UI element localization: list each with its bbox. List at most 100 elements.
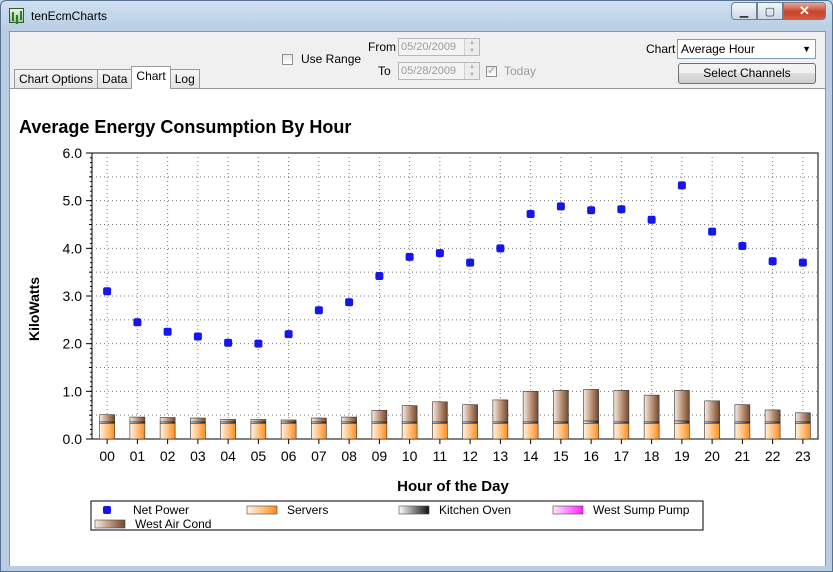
maximize-button[interactable]: ▢ [757, 2, 783, 20]
today-checkbox[interactable] [486, 64, 497, 77]
bar-west-air-cond [462, 404, 478, 423]
bar-servers [522, 422, 539, 440]
x-tick-label: 16 [583, 448, 599, 464]
from-spinner[interactable]: ▲ ▼ [464, 39, 479, 55]
bar-servers [250, 422, 267, 440]
use-range-label: Use Range [301, 52, 362, 66]
tab-chart[interactable]: Chart [131, 66, 171, 89]
bar-west-air-cond [674, 390, 690, 422]
title-bar[interactable]: tenEcmCharts ▁ ▢ ✕ [1, 1, 832, 31]
point-net-power [526, 210, 535, 219]
x-tick-label: 23 [795, 448, 811, 464]
legend-swatch-servers [246, 505, 278, 515]
x-tick-label: 15 [553, 448, 569, 464]
bar-servers [734, 422, 751, 440]
bar-servers [129, 422, 146, 440]
chart-app-icon [9, 8, 24, 23]
bar-servers [220, 422, 236, 440]
plot-area: 0.0 1.0 2.0 3.0 4.0 5.0 6.0 00 01 02 03 04 05 06 07 08 0… [63, 145, 819, 464]
point-net-power [768, 257, 777, 266]
y-tick-label: 1.0 [63, 383, 83, 399]
bar-west-air-cond [99, 414, 115, 423]
bar-servers [311, 422, 327, 440]
chevron-down-icon: ▼ [802, 44, 811, 54]
spin-down-icon: ▼ [469, 72, 475, 78]
point-net-power [435, 249, 444, 258]
point-net-power [314, 306, 323, 315]
legend-swatch-west-air-cond [94, 519, 126, 529]
x-tick-label: 10 [402, 448, 418, 464]
chart-tab-panel: Average Energy Consumption By Hour 0.0 1.… [10, 88, 825, 566]
bar-servers [371, 422, 388, 440]
point-net-power [405, 252, 414, 261]
legend-label: Net Power [133, 503, 189, 517]
x-tick-label: 13 [493, 448, 509, 464]
legend-label: Kitchen Oven [439, 503, 511, 517]
point-net-power [284, 330, 293, 339]
bar-west-air-cond [553, 390, 569, 423]
point-net-power [345, 298, 354, 307]
chart-type-dropdown[interactable]: Average Hour ▼ [677, 39, 816, 59]
bar-west-air-cond [401, 405, 418, 423]
bar-west-air-cond [764, 409, 781, 423]
bar-kitchen-oven [583, 420, 599, 424]
x-tick-label: 11 [433, 448, 448, 464]
bar-west-air-cond [311, 417, 327, 423]
bar-west-air-cond [129, 416, 146, 423]
bar-servers [583, 422, 599, 440]
bar-servers [764, 422, 781, 440]
point-net-power [647, 215, 656, 224]
tab-chart-options[interactable]: Chart Options [14, 69, 99, 89]
bar-servers [341, 422, 357, 440]
window-title: tenEcmCharts [31, 9, 108, 23]
point-net-power [254, 339, 263, 348]
tab-data[interactable]: Data [97, 69, 133, 89]
x-tick-label: 00 [99, 448, 115, 464]
point-net-power [133, 318, 142, 327]
to-date-input[interactable]: 05/28/2009 ▲ ▼ [398, 62, 480, 80]
maximize-icon: ▢ [764, 5, 776, 18]
tab-strip: Chart Options Data Chart Log [14, 66, 200, 89]
from-date-input[interactable]: 05/20/2009 ▲ ▼ [398, 38, 480, 56]
point-net-power [224, 338, 233, 347]
chart-type-value: Average Hour [681, 42, 755, 56]
from-date-value: 05/20/2009 [401, 41, 457, 53]
bar-west-air-cond [583, 389, 599, 422]
bar-west-air-cond [371, 410, 388, 423]
point-net-power [103, 287, 112, 296]
to-spinner[interactable]: ▲ ▼ [464, 63, 479, 79]
minimize-button[interactable]: ▁ [731, 2, 757, 20]
y-tick-label: 5.0 [63, 193, 83, 209]
bar-servers [674, 422, 690, 440]
x-tick-label: 09 [372, 448, 388, 464]
close-icon: ✕ [799, 3, 810, 18]
chart-select-label: Chart [646, 42, 676, 56]
chart-legend: Net Power Servers Kitchen Oven West Sump Pu… [90, 500, 704, 531]
bar-west-air-cond [432, 401, 448, 423]
y-axis-label: KiloWatts [26, 277, 42, 341]
select-channels-button[interactable]: Select Channels [678, 63, 816, 84]
bar-servers [553, 422, 569, 440]
x-tick-label: 07 [311, 448, 327, 464]
to-date-value: 05/28/2009 [401, 65, 457, 77]
today-label: Today [504, 64, 537, 78]
point-net-power [193, 332, 202, 341]
bar-west-air-cond [734, 404, 751, 423]
point-net-power [163, 327, 172, 336]
y-tick-label: 3.0 [63, 288, 83, 304]
point-net-power [677, 181, 686, 190]
use-range-checkbox[interactable] [282, 54, 293, 65]
bar-servers [462, 422, 478, 440]
minimize-icon: ▁ [739, 5, 749, 18]
bar-servers [401, 422, 418, 440]
x-tick-label: 17 [614, 448, 630, 464]
close-button[interactable]: ✕ [783, 2, 826, 20]
x-tick-label: 01 [130, 448, 146, 464]
tab-log[interactable]: Log [169, 69, 200, 89]
energy-chart: Average Energy Consumption By Hour 0.0 1.… [19, 117, 819, 531]
point-net-power [375, 271, 384, 280]
legend-label: West Air Cond [135, 517, 211, 531]
x-axis-label: Hour of the Day [397, 478, 509, 495]
bar-servers [432, 422, 448, 440]
bar-west-air-cond [643, 394, 660, 423]
